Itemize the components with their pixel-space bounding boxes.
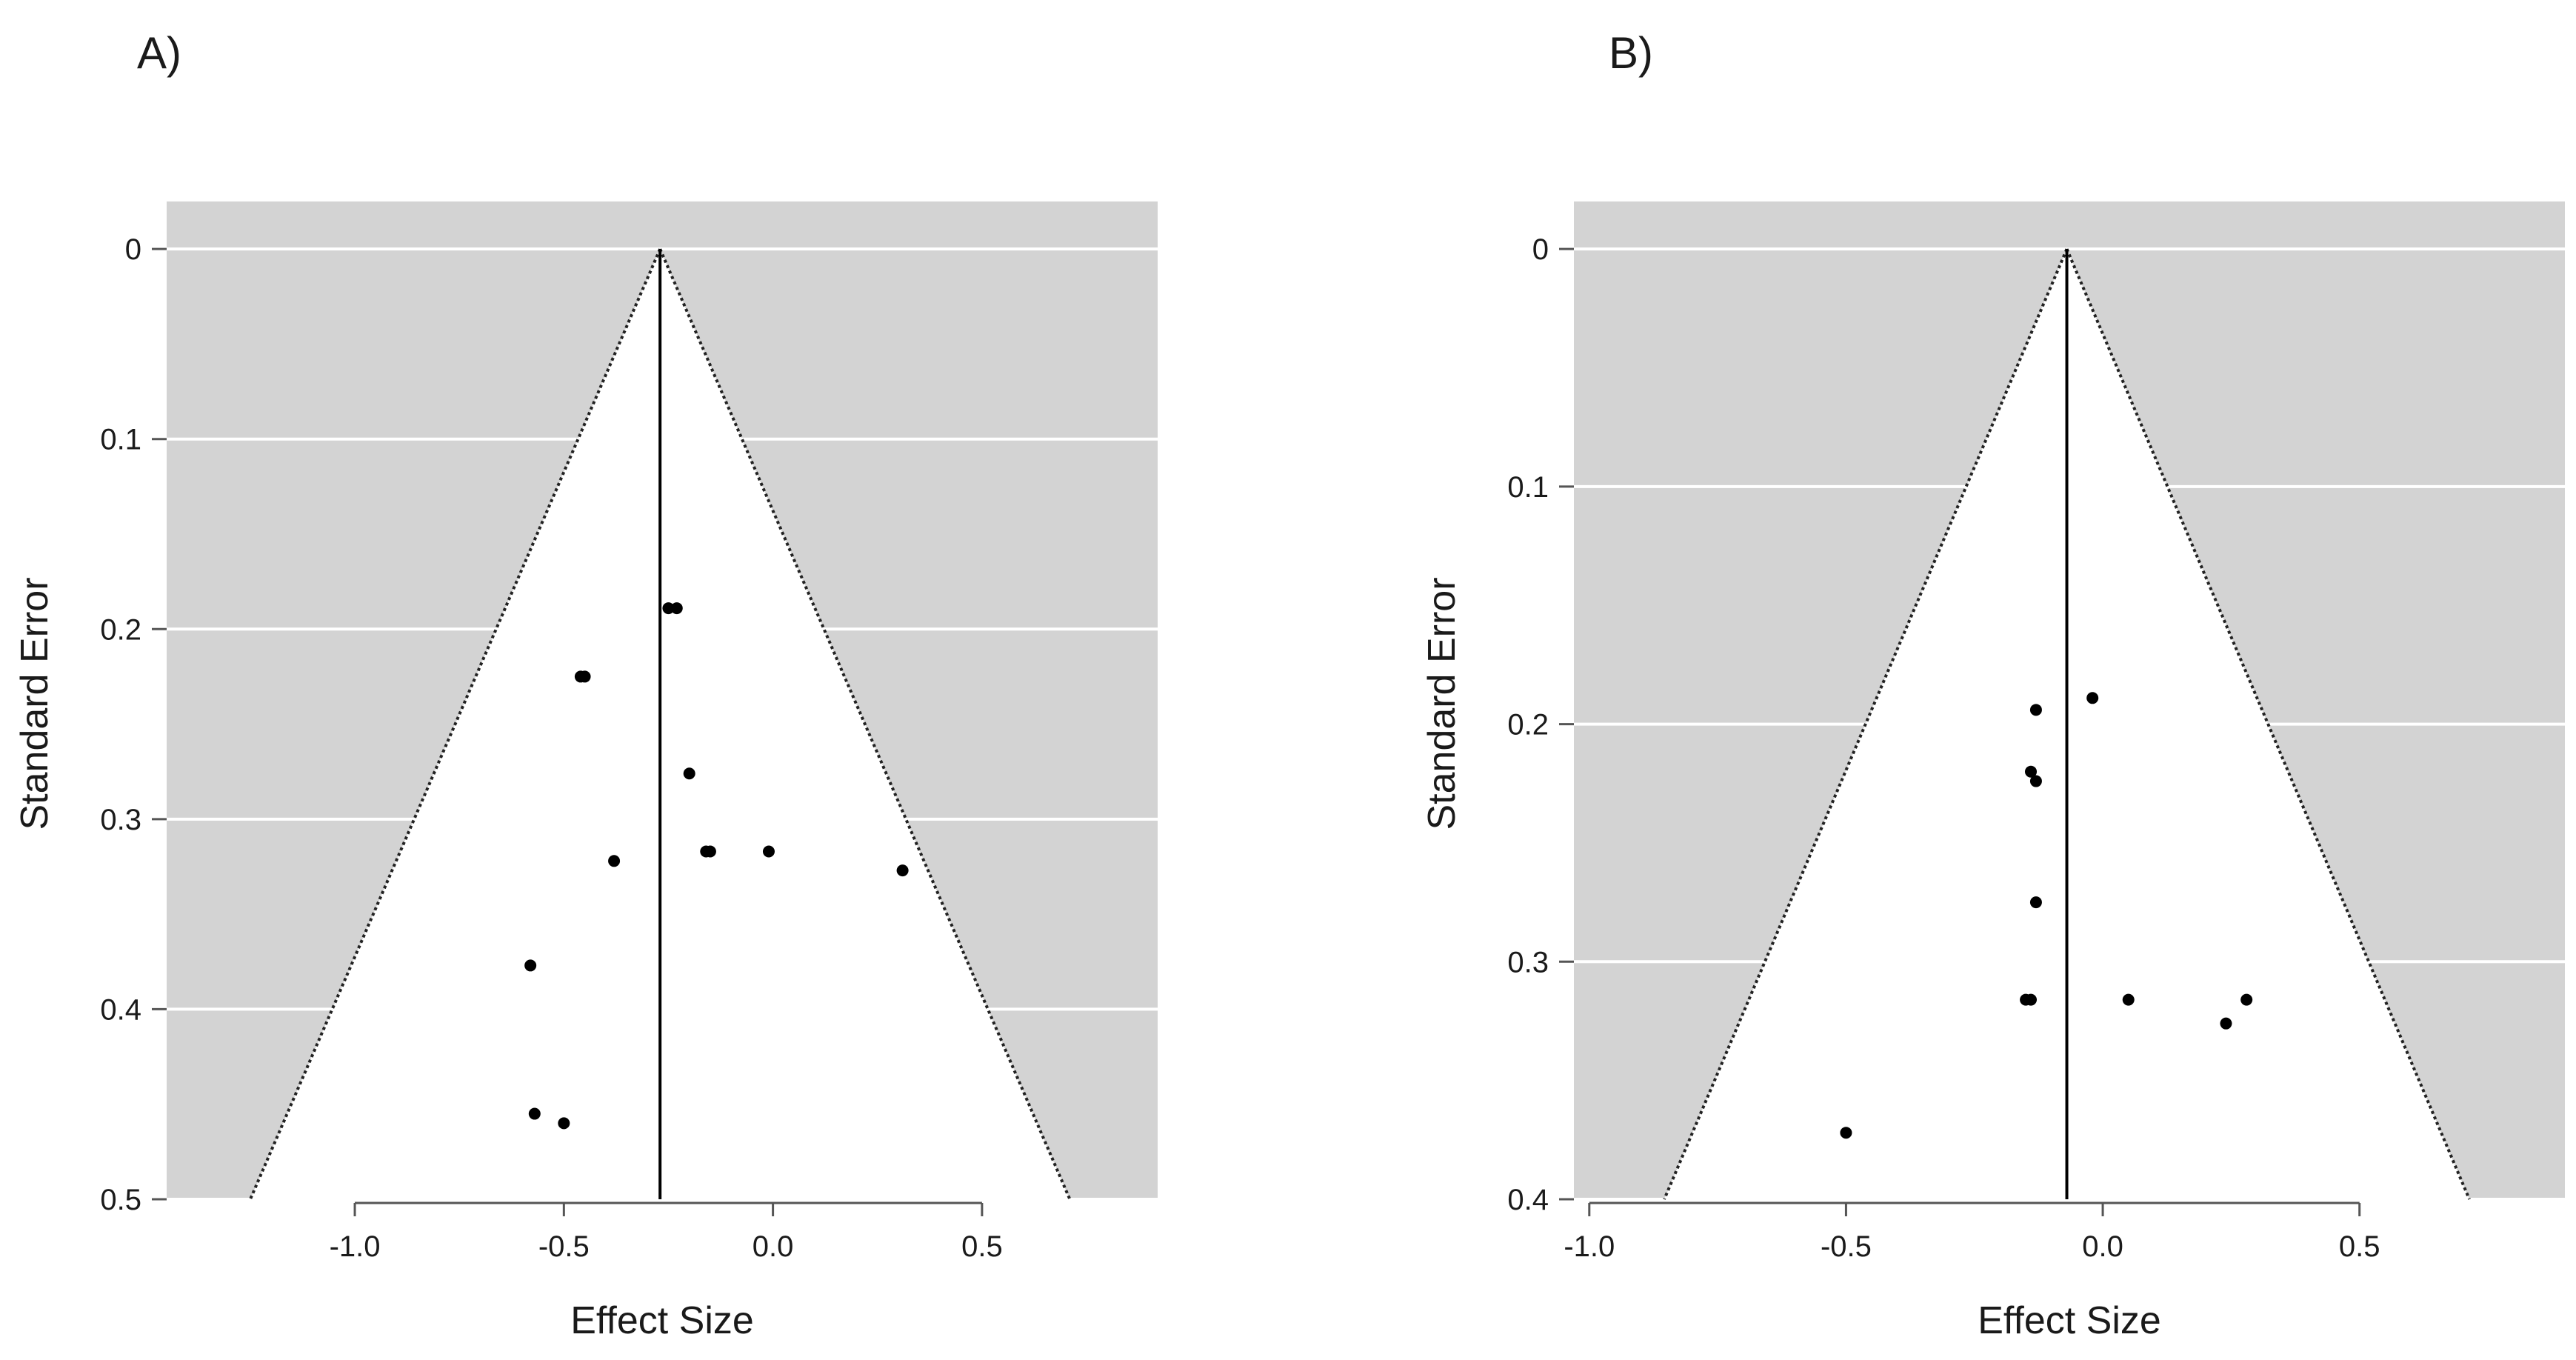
study-point (2029, 775, 2042, 787)
panel-a-label: A) (137, 28, 181, 78)
panel-b-y-axis-title: Standard Error (1421, 577, 1464, 830)
y-tick-label: 0.2 (100, 613, 141, 646)
panel-b-label: B) (1609, 28, 1653, 78)
x-tick-label: -1.0 (1564, 1230, 1615, 1263)
panel-b-x-axis-title: Effect Size (1978, 1299, 2161, 1342)
study-point (670, 602, 683, 615)
panel-a-x-axis: -1.0 -0.5 0.0 0.5 (330, 1201, 1003, 1263)
y-tick-label: 0.1 (100, 424, 141, 456)
funnel-left-edge (249, 248, 662, 1200)
study-point (608, 855, 621, 867)
y-tick-label: 0.3 (100, 804, 141, 836)
study-point (683, 767, 695, 780)
x-tick-label: 0.5 (2339, 1230, 2380, 1263)
study-point (524, 959, 537, 972)
funnel-right-edge (658, 248, 1072, 1200)
y-tick-label: 0 (1532, 233, 1549, 266)
study-point (528, 1107, 541, 1120)
study-point (2240, 993, 2253, 1006)
y-tick-label: 0.3 (1507, 946, 1549, 979)
panel-b-study-points (1840, 692, 2253, 1139)
study-point (704, 845, 716, 858)
panel-b: B) 0 0.1 0.2 0.3 0.4 -1.0 -0.5 0.0 0.5 Effect S… (1421, 28, 2565, 1342)
funnel-left-edge (1663, 248, 2069, 1200)
study-point (2025, 993, 2038, 1006)
y-tick-label: 0.2 (1507, 709, 1549, 741)
x-tick-label: -0.5 (538, 1230, 590, 1263)
panel-a-y-axis-title: Standard Error (13, 577, 56, 830)
y-tick-label: 0.4 (1507, 1184, 1549, 1216)
x-tick-label: -1.0 (330, 1230, 381, 1263)
y-tick-label: 0.4 (100, 993, 141, 1026)
x-tick-label: 0.0 (2082, 1230, 2123, 1263)
funnel-right-edge (2065, 248, 2471, 1200)
panel-a-y-axis: 0 0.1 0.2 0.3 0.4 0.5 (100, 233, 167, 1216)
panel-b-funnel-edges (1663, 248, 2471, 1200)
study-point (2122, 993, 2135, 1006)
panel-a: A) 0 0.1 0.2 0.3 0.4 0.5 -1.0 -0.5 0.0 0.5 Effec… (13, 28, 1158, 1342)
panel-a-study-points (524, 602, 909, 1130)
study-point (2029, 704, 2042, 716)
study-point (662, 602, 675, 615)
panel-b-x-axis: -1.0 -0.5 0.0 0.5 (1564, 1201, 2380, 1263)
study-point (2220, 1017, 2232, 1030)
study-point (896, 864, 909, 877)
panel-b-y-axis: 0 0.1 0.2 0.3 0.4 (1507, 233, 1574, 1216)
study-point (2029, 896, 2042, 909)
panel-a-funnel-edges (249, 248, 1072, 1200)
study-point (558, 1117, 570, 1130)
x-tick-label: 0.0 (753, 1230, 794, 1263)
study-point (2086, 692, 2099, 704)
y-tick-label: 0.5 (100, 1184, 141, 1216)
x-tick-label: -0.5 (1821, 1230, 1872, 1263)
y-tick-label: 0 (125, 233, 141, 266)
study-point (2025, 765, 2038, 778)
study-point (762, 845, 775, 858)
panel-a-x-axis-title: Effect Size (570, 1299, 754, 1342)
study-point (578, 670, 591, 683)
x-tick-label: 0.5 (961, 1230, 1003, 1263)
y-tick-label: 0.1 (1507, 471, 1549, 504)
study-point (1840, 1127, 1852, 1139)
